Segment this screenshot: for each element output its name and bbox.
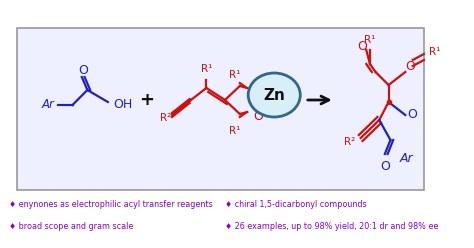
Text: Ar: Ar <box>42 98 55 112</box>
Text: Ar: Ar <box>400 152 413 164</box>
Text: R¹: R¹ <box>201 64 212 74</box>
FancyBboxPatch shape <box>17 28 424 190</box>
Text: O: O <box>357 39 367 53</box>
Text: R¹: R¹ <box>228 126 240 136</box>
Text: R²: R² <box>160 113 171 123</box>
Text: ♦ 26 examples, up to 98% yield, 20:1 dr and 98% ee: ♦ 26 examples, up to 98% yield, 20:1 dr … <box>225 222 438 231</box>
Text: OH: OH <box>113 98 133 112</box>
Text: Zn: Zn <box>263 89 285 103</box>
Text: O: O <box>405 60 415 72</box>
Text: O: O <box>253 80 263 93</box>
Text: O: O <box>380 160 390 173</box>
Text: R¹: R¹ <box>429 47 441 57</box>
Text: +: + <box>139 91 155 109</box>
Text: ♦ broad scope and gram scale: ♦ broad scope and gram scale <box>9 222 133 231</box>
Text: ♦ chiral 1,5-dicarbonyl compounds: ♦ chiral 1,5-dicarbonyl compounds <box>225 200 366 209</box>
Text: R¹: R¹ <box>365 35 376 45</box>
Text: R²: R² <box>344 137 355 147</box>
Ellipse shape <box>248 73 300 117</box>
Text: R¹: R¹ <box>228 70 240 80</box>
Text: O: O <box>78 64 88 77</box>
Text: O: O <box>253 110 263 123</box>
Text: O: O <box>407 109 417 122</box>
Text: ♦ enynones as electrophilic acyl transfer reagents: ♦ enynones as electrophilic acyl transfe… <box>9 200 212 209</box>
